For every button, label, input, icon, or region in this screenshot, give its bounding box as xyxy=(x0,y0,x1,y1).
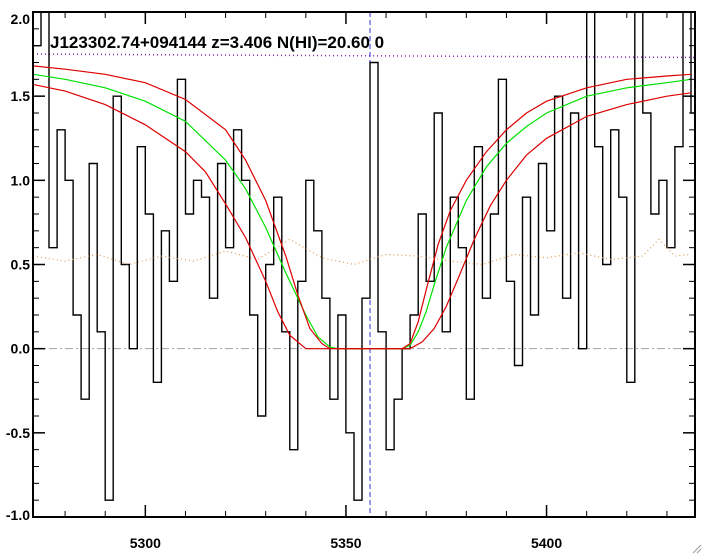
y-tick-label: -0.5 xyxy=(6,425,30,441)
y-tick-label: 0.0 xyxy=(11,341,31,357)
y-tick-label: -1.0 xyxy=(6,507,30,523)
y-tick-label: 2.0 xyxy=(11,11,31,27)
series-error-line xyxy=(33,238,692,266)
axis-tick-labels: 5300 5350 5400 -1.0 -0.5 0.0 0.5 1.0 1.5 2.0 xyxy=(6,11,562,551)
series-fit-lower-line xyxy=(33,83,692,350)
reference-lines xyxy=(33,12,695,517)
x-tick-label: 5300 xyxy=(130,535,161,551)
series-flux-line xyxy=(33,12,695,501)
plot-frame xyxy=(32,11,696,518)
y-tick-label: 1.0 xyxy=(11,172,31,188)
axis-ticks xyxy=(33,11,695,518)
y-tick-label: 0.5 xyxy=(11,257,31,273)
chart-title: J123302.74+094144 z=3.406 N(HI)=20.60 0 xyxy=(50,33,384,52)
series-layer xyxy=(33,12,695,501)
y-tick-label: 1.5 xyxy=(11,88,31,104)
resize-grip-icon[interactable] xyxy=(690,542,702,554)
continuum-level-line xyxy=(33,53,695,59)
x-tick-label: 5400 xyxy=(531,535,562,551)
x-tick-label: 5350 xyxy=(330,535,361,551)
